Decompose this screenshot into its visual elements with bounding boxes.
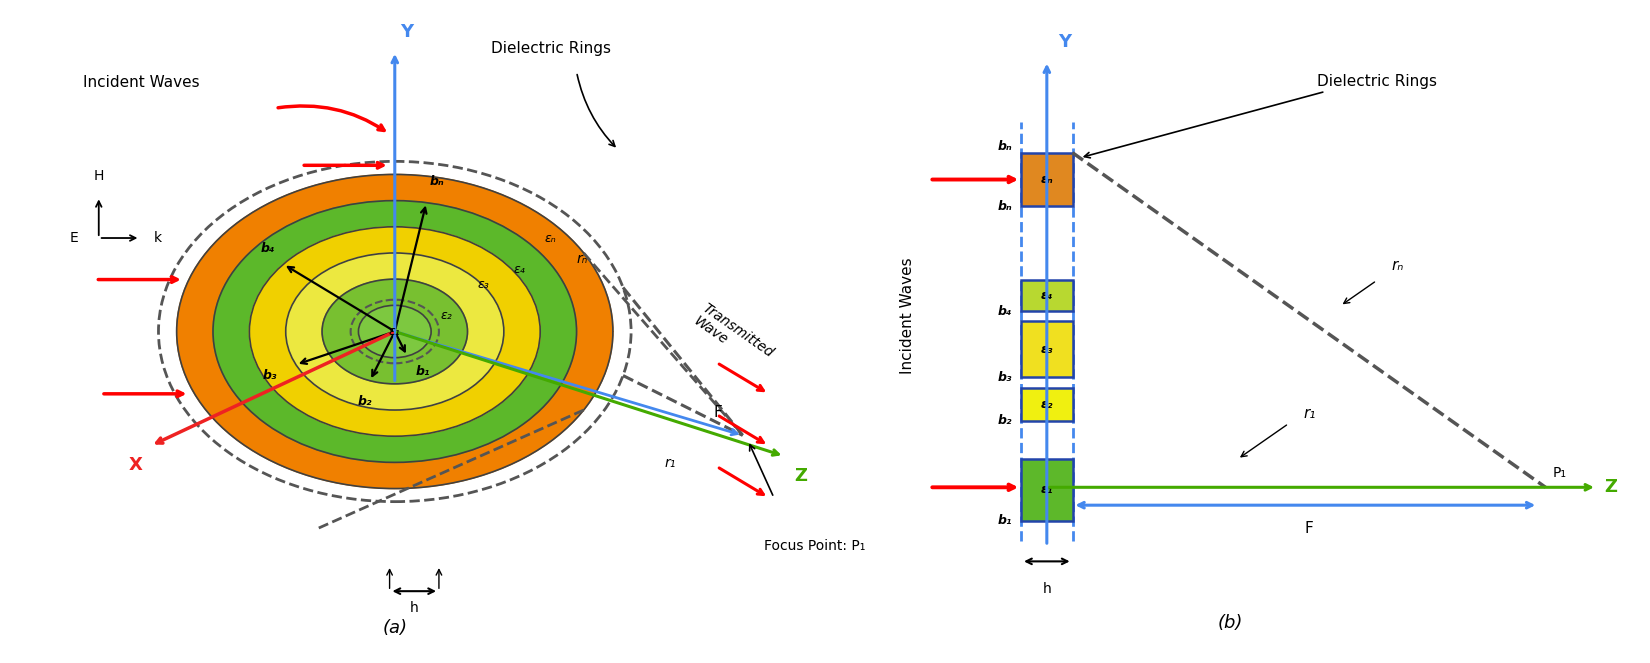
Text: b₁: b₁ [998,514,1013,527]
Text: εₙ: εₙ [544,231,556,245]
Text: bₙ: bₙ [998,140,1013,152]
Text: ε₁: ε₁ [1041,483,1053,497]
Bar [1021,388,1072,421]
Text: Dielectric Rings: Dielectric Rings [490,41,610,56]
Text: ε₄: ε₄ [513,263,525,276]
Text: X: X [129,456,142,474]
Text: εₙ: εₙ [1041,173,1053,186]
Text: (b): (b) [1218,614,1242,632]
Text: b₂: b₂ [998,414,1013,428]
Text: F: F [713,405,723,420]
Polygon shape [177,174,612,489]
Text: ε₂: ε₂ [1041,398,1053,411]
Text: r₁: r₁ [1304,406,1317,421]
Bar [1021,280,1072,311]
Polygon shape [322,279,467,384]
Text: Z: Z [1604,478,1617,497]
Text: Incident Waves: Incident Waves [899,258,916,375]
Polygon shape [213,201,576,462]
Text: E: E [69,231,78,245]
Text: bₙ: bₙ [429,175,444,188]
Text: Transmitted
Wave: Transmitted Wave [691,300,777,373]
Text: Focus Point: P₁: Focus Point: P₁ [764,539,865,553]
Text: ε₄: ε₄ [1041,289,1053,302]
Text: Dielectric Rings: Dielectric Rings [1317,74,1437,89]
Polygon shape [249,227,540,436]
Polygon shape [285,253,503,410]
Text: h: h [1043,582,1051,596]
Text: Incident Waves: Incident Waves [82,75,200,90]
Text: bₙ: bₙ [998,200,1013,213]
Text: k: k [153,231,162,245]
Bar [1021,459,1072,520]
Bar [1021,322,1072,377]
Text: r₁: r₁ [665,456,676,470]
Text: Y: Y [399,23,412,40]
Text: (a): (a) [383,619,408,636]
Text: b₄: b₄ [261,242,276,255]
Text: h: h [409,601,419,615]
Text: b₃: b₃ [998,371,1013,384]
Text: ε₃: ε₃ [1041,343,1053,356]
Polygon shape [358,306,431,357]
Text: ε₁: ε₁ [389,325,401,338]
Text: b₃: b₃ [262,369,277,382]
Text: b₁: b₁ [416,365,431,378]
Text: P₁: P₁ [1553,465,1567,479]
Text: rₙ: rₙ [1391,258,1404,272]
Text: Z: Z [795,467,807,485]
Text: b₂: b₂ [358,395,371,408]
Text: b₄: b₄ [998,304,1013,318]
Text: H: H [94,170,104,184]
Text: F: F [1305,520,1313,536]
Text: rₙ: rₙ [576,252,587,266]
Text: Y: Y [1058,32,1071,50]
Text: ε₃: ε₃ [477,278,488,291]
Bar [1021,152,1072,206]
Text: ε₂: ε₂ [441,310,452,322]
